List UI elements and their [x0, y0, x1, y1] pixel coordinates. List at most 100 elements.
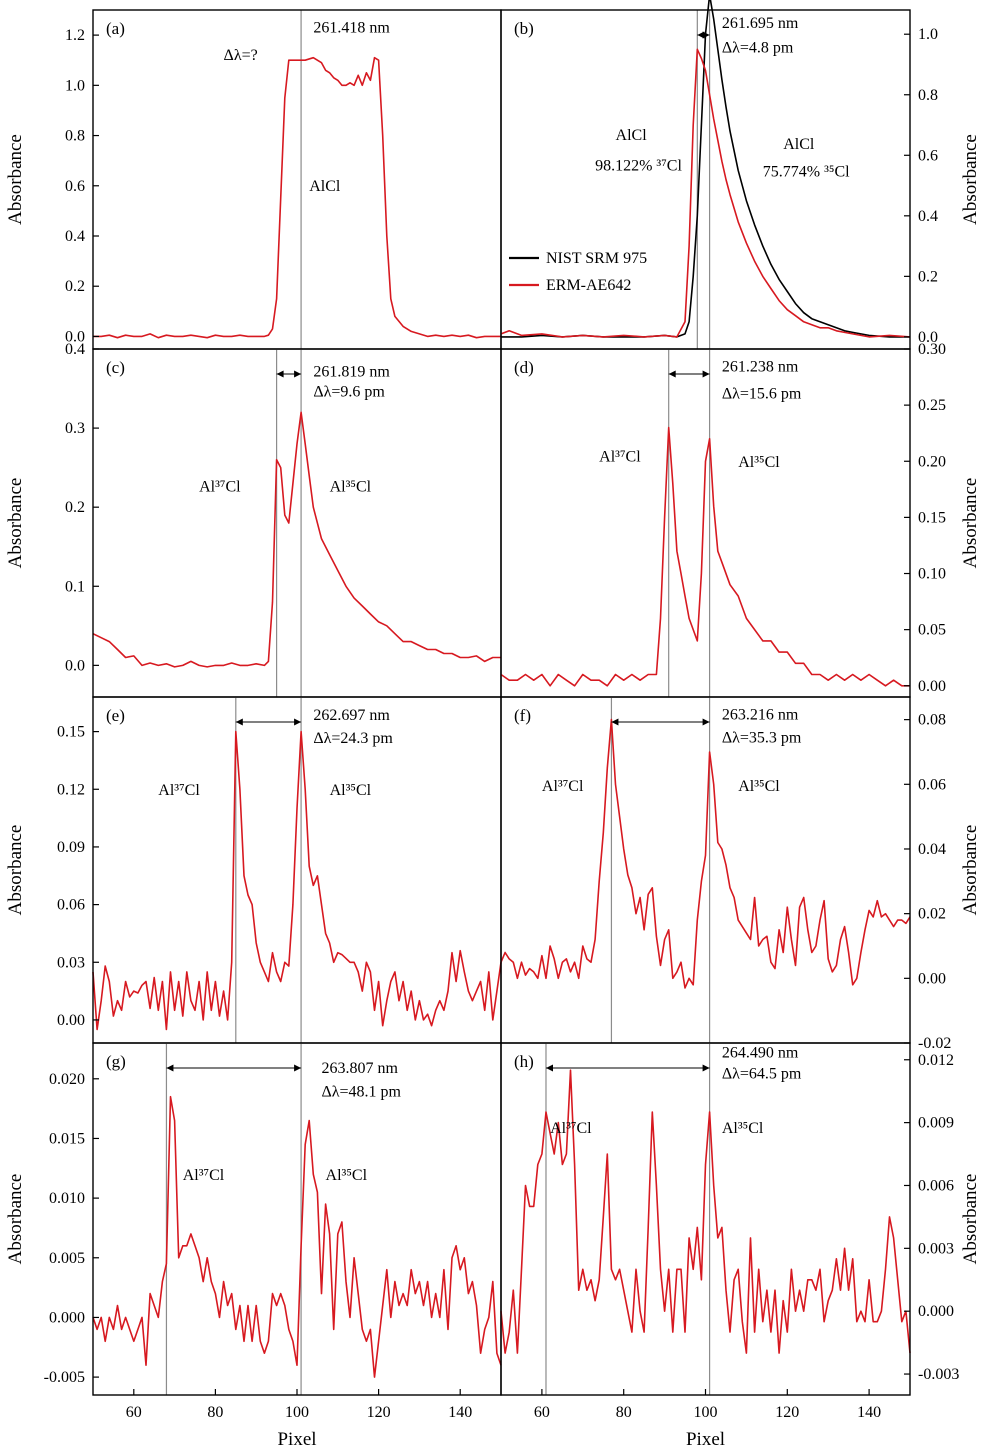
annotation-text: Δλ=48.1 pm: [321, 1084, 401, 1101]
annotation-text: Al³⁷Cl: [158, 782, 200, 799]
annotation-text: 262.697 nm: [313, 707, 390, 724]
y-tick-label: 0.4: [65, 341, 85, 358]
y-tick-label: 0.8: [918, 87, 938, 104]
annotation-text: Al³⁵Cl: [738, 778, 780, 795]
annotation-text: Δλ=9.6 pm: [313, 383, 385, 400]
annotation-text: 98.122% ³⁷Cl: [595, 157, 682, 174]
arrow-head-right: [294, 718, 302, 726]
y-tick-label: 0.15: [918, 509, 946, 526]
x-tick-label: 100: [285, 1404, 309, 1421]
y-tick-label: 0.2: [65, 278, 85, 295]
annotation-text: Al³⁵Cl: [326, 1167, 368, 1184]
arrow-head-right: [702, 370, 710, 378]
annotation-text: Al³⁷Cl: [550, 1120, 592, 1137]
y-tick-label: 0.000: [918, 1303, 954, 1320]
annotation-text: AlCl: [783, 136, 815, 153]
y-tick-label: 0.4: [918, 208, 938, 225]
panel-d: 0.00 0.05 0.10 0.15 0.20 0.25 0.30 Absorbance (d…: [500, 341, 981, 698]
y-tick-label: 0.15: [57, 724, 85, 741]
y-axis-label: Absorbance: [5, 1174, 26, 1265]
x-tick-label: 80: [207, 1404, 223, 1421]
y-axis-label: Absorbance: [5, 478, 26, 569]
y-axis-label: Absorbance: [960, 825, 981, 916]
panel-frame: [500, 696, 911, 1044]
y-tick-label: 0.03: [57, 954, 85, 971]
y-tick-label: -0.02: [918, 1035, 951, 1052]
arrow-head-right: [702, 1064, 710, 1072]
panel-a: 0.0 0.2 0.4 0.6 0.8 1.0 1.2 Absorbance (a) 261.41…: [5, 9, 502, 350]
arrow-head-right: [702, 31, 710, 39]
annotation-text: 75.774% ³⁵Cl: [763, 163, 850, 180]
y-tick-label: 0.003: [918, 1240, 954, 1257]
panel-b: 0.0 0.2 0.4 0.6 0.8 1.0 Absorbance (b) 261.695 n…: [500, 0, 981, 350]
y-tick-label: 0.00: [57, 1012, 85, 1029]
panel-label: (f): [514, 706, 531, 725]
y-axis-label: Absorbance: [5, 825, 26, 916]
y-axis-label: Absorbance: [5, 134, 26, 225]
y-tick-label: 0.08: [918, 712, 946, 729]
legend-label: NIST SRM 975: [546, 250, 647, 267]
y-tick-label: 1.0: [65, 77, 85, 94]
arrow-head-left: [545, 1064, 553, 1072]
arrow-head-left: [276, 370, 284, 378]
annotation-text: Al³⁷Cl: [542, 778, 584, 795]
annotation-text: Al³⁵Cl: [330, 782, 372, 799]
y-tick-label: 0.1: [65, 578, 85, 595]
y-tick-label: 0.02: [918, 906, 946, 923]
panel-frame: [500, 1042, 911, 1396]
panel-label: (g): [106, 1052, 126, 1071]
y-tick-label: 0.30: [918, 341, 946, 358]
y-tick-label: 0.006: [918, 1177, 954, 1194]
x-axis-label: Pixel: [277, 1429, 316, 1450]
panel-frame: [92, 696, 502, 1044]
x-tick-label: 80: [616, 1404, 632, 1421]
x-tick-label: 100: [694, 1404, 718, 1421]
panel-label: (b): [514, 19, 534, 38]
y-tick-label: 1.2: [65, 27, 85, 44]
panel-frame: [92, 348, 502, 698]
y-tick-label: 0.009: [918, 1115, 954, 1132]
annotation-text: Δλ=?: [224, 47, 258, 64]
y-tick-label: 0.10: [918, 566, 946, 583]
y-tick-label: 0.4: [65, 228, 85, 245]
panel-f: -0.02 0.00 0.02 0.04 0.06 0.08 Absorbance (f) 26…: [500, 696, 981, 1052]
y-tick-label: 0.6: [918, 147, 938, 164]
series-line-erm-ae642: [500, 48, 911, 338]
x-axis-label: Pixel: [686, 1429, 725, 1450]
series-line: [92, 730, 502, 1031]
y-tick-label: 0.005: [49, 1250, 85, 1267]
annotation-text: AlCl: [616, 127, 648, 144]
y-tick-label: 0.06: [918, 776, 946, 793]
panel-frame: [500, 348, 911, 698]
y-tick-label: 0.2: [918, 268, 938, 285]
annotation-text: 261.819 nm: [313, 364, 390, 381]
annotation-text: Al³⁷Cl: [599, 448, 641, 465]
arrow-head-right: [294, 370, 302, 378]
y-tick-label: 0.2: [65, 499, 85, 516]
series-line: [93, 56, 501, 339]
arrow-head-left: [235, 718, 243, 726]
y-tick-label: 0.0: [65, 657, 85, 674]
annotation-text: Al³⁵Cl: [738, 454, 780, 471]
annotation-text: 261.418 nm: [313, 20, 390, 37]
x-tick-label: 140: [857, 1404, 881, 1421]
annotation-text: 263.216 nm: [722, 707, 799, 724]
annotation-text: Al³⁵Cl: [722, 1120, 764, 1137]
y-tick-label: 0.6: [65, 178, 85, 195]
x-tick-label: 120: [367, 1404, 391, 1421]
panel-g: -0.005 0.000 0.005 0.010 0.015 0.020 Absorbanc…: [5, 1042, 502, 1450]
y-axis-label: Absorbance: [960, 478, 981, 569]
y-tick-label: -0.005: [44, 1369, 85, 1386]
y-tick-label: 0.12: [57, 781, 85, 798]
y-tick-label: 0.09: [57, 839, 85, 856]
annotation-text: 261.238 nm: [722, 358, 799, 375]
y-tick-label: 0.0: [65, 328, 85, 345]
x-tick-label: 60: [126, 1404, 142, 1421]
y-tick-label: 0.20: [918, 453, 946, 470]
annotation-text: 264.490 nm: [722, 1045, 799, 1062]
y-tick-label: 0.00: [918, 970, 946, 987]
y-tick-label: 0.3: [65, 420, 85, 437]
y-tick-label: -0.003: [918, 1366, 959, 1383]
annotation-text: Al³⁷Cl: [183, 1167, 225, 1184]
y-tick-label: 0.8: [65, 128, 85, 145]
